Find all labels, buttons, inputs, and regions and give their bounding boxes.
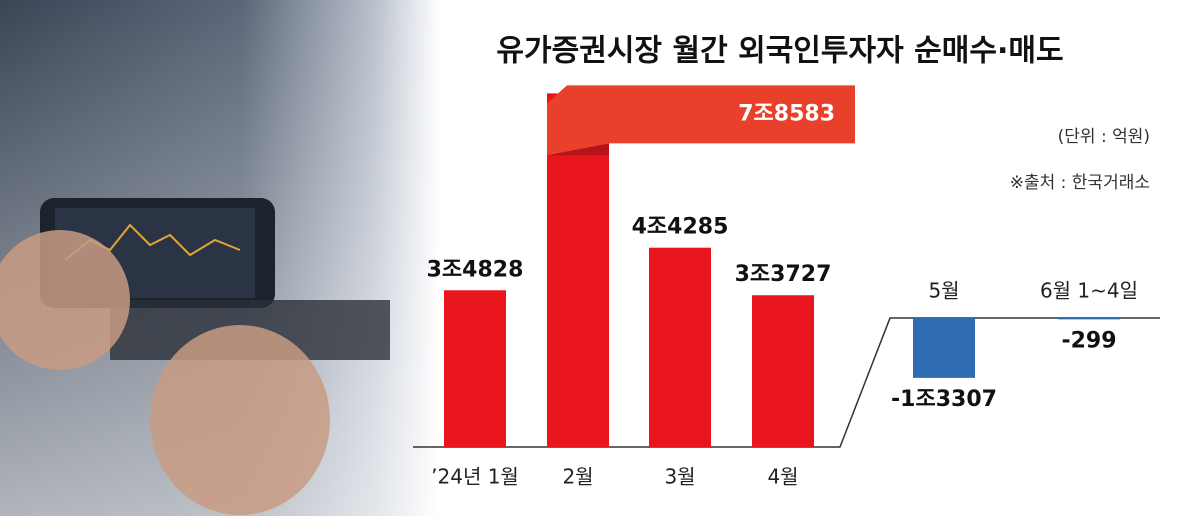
- value-label: -1조3307: [891, 387, 997, 412]
- value-label: 3조3727: [735, 262, 832, 287]
- bar: [913, 318, 975, 378]
- value-label: 4조4285: [632, 215, 729, 240]
- category-label: 2월: [562, 465, 593, 489]
- baseline: [413, 317, 1160, 448]
- bar: [752, 295, 814, 447]
- banner-fold: [547, 143, 609, 156]
- background-photo: [0, 0, 440, 516]
- banner: [547, 85, 855, 156]
- category-label: 6월 1~4일: [1040, 279, 1138, 303]
- bar: [1058, 318, 1120, 320]
- category-label: 4월: [767, 465, 798, 489]
- category-label: 3월: [664, 465, 695, 489]
- value-label: 7조8583: [738, 101, 835, 126]
- unit-note: (단위 : 억원): [1058, 127, 1150, 147]
- source-note: ※출처 : 한국거래소: [1010, 173, 1150, 193]
- value-label: -299: [1061, 328, 1116, 353]
- category-label: ’24년 1월: [431, 465, 519, 489]
- bar: [649, 247, 711, 447]
- chart-title: 유가증권시장 월간 외국인투자자 순매수·매도: [496, 34, 1063, 69]
- value-label: 3조4828: [427, 257, 524, 282]
- category-label: 5월: [928, 279, 959, 303]
- bar: [444, 290, 506, 447]
